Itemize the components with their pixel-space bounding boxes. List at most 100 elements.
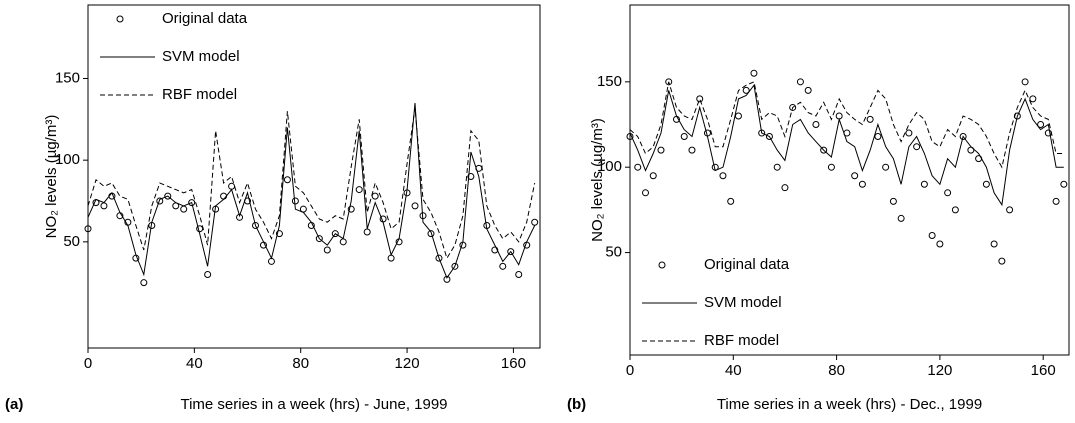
data-point [665,78,673,86]
data-point [331,230,339,238]
data-point [252,222,260,229]
data-point [804,86,812,94]
data-point [920,180,928,188]
y-axis-label: NO₂ levels (µg/m³) [43,115,60,239]
x-tick-label: 40 [186,355,203,372]
y-tick-label: 150 [55,69,80,86]
y-tick-label: 150 [597,73,622,90]
data-point [283,176,291,184]
data-point [435,254,443,262]
data-point [228,182,236,190]
series-line [87,107,536,260]
data-point [796,78,804,86]
x-tick-label: 80 [828,362,845,379]
data-point [882,163,890,171]
data-point [339,238,347,246]
data-point [1037,121,1045,129]
data-point [531,218,539,226]
data-point [959,132,967,140]
data-point [515,271,523,278]
legend-label: RBF model [162,86,237,103]
data-point [897,214,905,222]
data-point [499,262,507,270]
data-point [371,192,379,200]
data-point [507,248,515,256]
x-tick-label: 80 [292,355,309,372]
x-tick-label: 40 [725,362,742,379]
data-point [1006,206,1014,214]
data-point [180,205,188,213]
data-point [789,103,797,111]
legend-label: RBF model [704,332,779,349]
data-point [156,197,164,205]
x-axis-label: Time series in a week (hrs) - Dec., 1999 [717,396,982,413]
data-point [1021,78,1029,86]
data-point [323,246,331,254]
data-point [641,189,649,197]
x-tick-label: 160 [1031,362,1056,379]
data-point [951,206,959,214]
plot-frame [87,4,541,349]
data-point [727,197,735,205]
y-tick-label: 50 [63,233,80,250]
data-point [866,115,874,123]
plot-frame [629,4,1070,356]
data-point [928,231,936,239]
y-tick-label: 100 [597,158,622,175]
data-point [773,163,781,171]
data-point [411,202,419,210]
data-point [100,202,108,210]
x-axis-label: Time series in a week (hrs) - June, 1999 [180,396,447,413]
data-point [889,197,897,205]
data-point [998,257,1006,265]
data-point [680,132,688,140]
series-line [629,83,1064,207]
legend-label: Original data [704,256,790,273]
data-point [696,95,704,103]
data-point [387,254,395,262]
x-tick-label: 0 [84,355,92,372]
data-point [267,257,275,265]
data-point [347,205,355,213]
data-point [982,180,990,188]
x-tick-label: 120 [927,362,952,379]
x-tick-label: 0 [626,362,634,379]
data-point [742,86,750,94]
data-point [355,186,363,194]
data-point [1029,95,1037,103]
y-tick-label: 100 [55,151,80,168]
data-point [905,129,913,137]
data-point [765,132,773,140]
panel-label: (b) [567,396,586,413]
data-point [913,143,921,151]
data-point [719,172,727,180]
data-point [467,173,475,180]
data-point [750,69,758,77]
y-axis-label: NO₂ levels (µg/m³) [589,118,606,242]
data-point [781,184,789,192]
data-point [427,230,435,238]
legend-label: SVM model [704,294,782,311]
data-point [657,146,665,154]
data-point [363,228,371,236]
data-point [1052,197,1060,205]
data-point [936,240,944,248]
series-line [629,81,1064,169]
data-point [315,235,323,243]
data-point [634,163,642,171]
data-point [944,189,952,197]
data-point [451,262,459,270]
data-point [204,271,212,278]
x-tick-label: 160 [501,355,526,372]
data-point [990,240,998,248]
data-point [188,199,196,207]
panel-label: (a) [5,396,23,413]
data-point [140,279,148,287]
data-point [291,197,299,205]
data-point [164,192,172,200]
legend-marker [658,261,666,269]
legend-label: SVM model [162,48,240,65]
data-point [649,172,657,180]
data-point [812,121,820,129]
